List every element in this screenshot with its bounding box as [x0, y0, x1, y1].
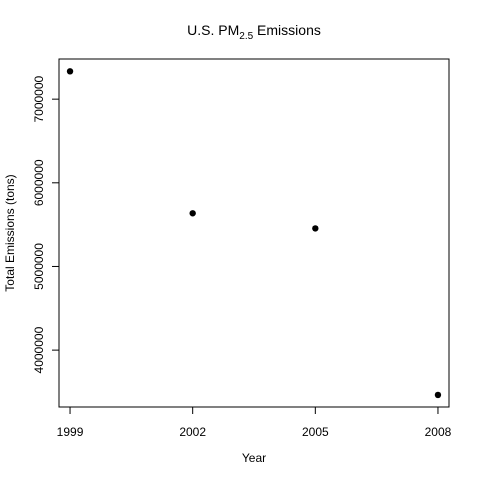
- plot-frame: [58, 58, 450, 408]
- data-point: [312, 225, 319, 232]
- y-tick-label: 5000000: [32, 243, 46, 290]
- y-axis-label: Total Emissions (tons): [3, 174, 17, 291]
- data-point: [66, 68, 74, 75]
- data-point: [434, 391, 442, 399]
- y-tick-label: 7000000: [32, 75, 46, 122]
- data-points: [66, 68, 442, 399]
- y-tick-label: 4000000: [32, 326, 46, 373]
- y-tick-label: 6000000: [32, 159, 46, 206]
- x-axis-label: Year: [242, 451, 266, 465]
- chart-title-subscript: 2.5: [239, 31, 253, 42]
- chart-title-suffix: Emissions: [253, 22, 321, 38]
- x-tick-label: 2002: [179, 425, 206, 439]
- x-tick-label: 1999: [57, 425, 84, 439]
- x-axis: 1999 2002 2005 2008: [57, 406, 452, 439]
- chart-title: U.S. PM2.5 Emissions: [187, 22, 321, 42]
- y-axis: 4000000 5000000 6000000 7000000: [32, 75, 60, 373]
- x-tick-label: 2005: [302, 425, 329, 439]
- chart-title-prefix: U.S. PM: [187, 22, 239, 38]
- x-tick-label: 2008: [425, 425, 452, 439]
- data-point: [189, 210, 196, 217]
